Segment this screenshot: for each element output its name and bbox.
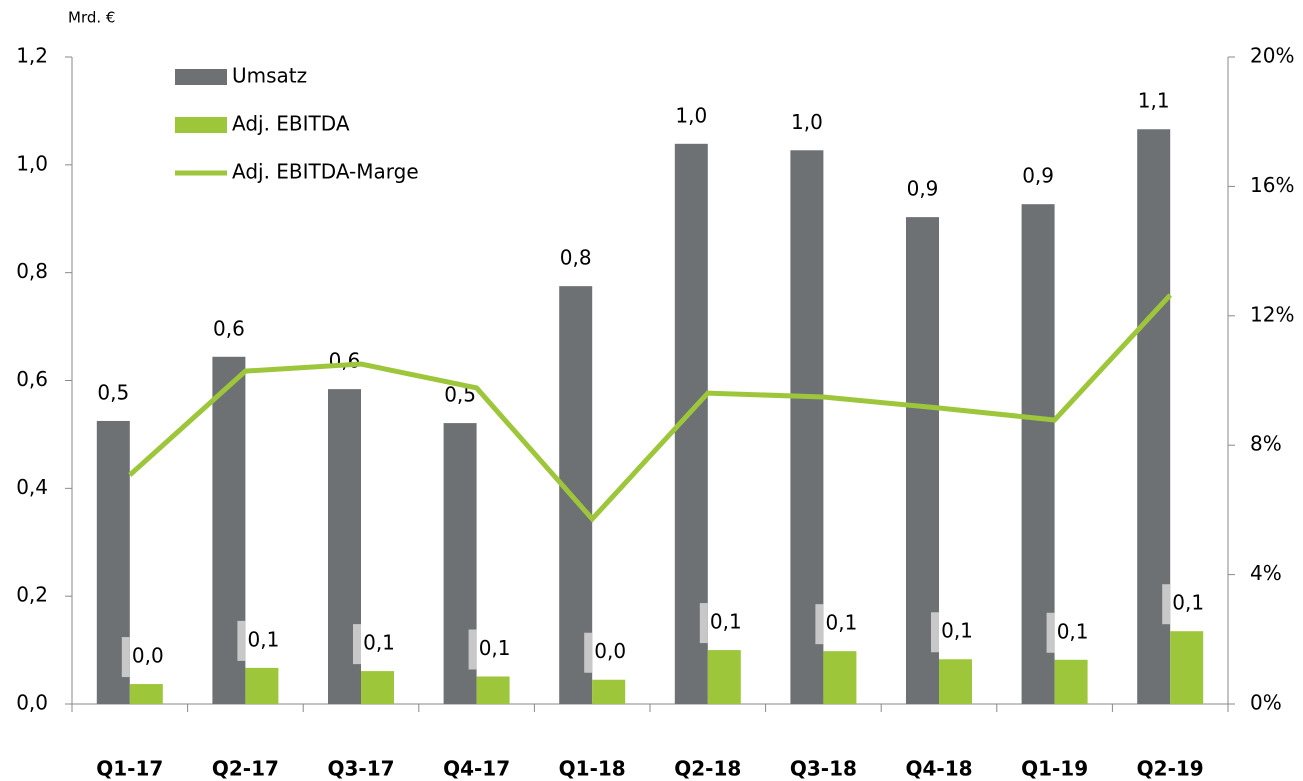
bar — [707, 650, 741, 704]
x-tick-label: Q2-19 — [1137, 757, 1204, 781]
value-label: 1,0 — [791, 110, 823, 134]
value-label: 0,0 — [132, 644, 164, 668]
label-marker — [1046, 612, 1055, 653]
y-tick-label: 0,2 — [16, 583, 48, 607]
legend-swatch — [175, 117, 227, 133]
y-tick-label: 1,2 — [16, 44, 48, 68]
bar — [939, 659, 972, 704]
value-label: 0,5 — [97, 380, 129, 404]
value-label: 0,9 — [907, 177, 939, 201]
value-label: 0,1 — [247, 627, 279, 651]
x-tick-label: Q3-18 — [790, 757, 857, 781]
value-label: 0,1 — [1172, 591, 1204, 615]
x-tick-label: Q1-19 — [1021, 757, 1088, 781]
y2-tick-label: 16% — [1250, 173, 1294, 197]
value-label: 0,1 — [825, 611, 857, 635]
y-tick-label: 0,8 — [16, 259, 48, 283]
label-marker — [584, 632, 593, 673]
y2-tick-label: 20% — [1250, 44, 1294, 68]
x-tick-label: Q4-18 — [905, 757, 972, 781]
y2-tick-label: 0% — [1250, 691, 1282, 715]
bar — [361, 671, 394, 704]
y-tick-label: 0,6 — [16, 367, 48, 391]
bar — [823, 651, 857, 704]
y-tick-label: 1,0 — [16, 151, 48, 175]
label-marker — [815, 604, 824, 645]
label-marker — [237, 620, 246, 661]
y-axis-label: Mrd. € — [68, 9, 115, 27]
label-marker — [353, 624, 361, 665]
x-tick-label: Q3-17 — [327, 757, 394, 781]
value-label: 0,0 — [594, 639, 626, 663]
line — [128, 293, 1173, 523]
value-label: 1,0 — [675, 103, 707, 127]
y-tick-label: 0,4 — [16, 475, 48, 499]
label-marker — [468, 629, 477, 670]
x-tick-label: Q2-17 — [212, 757, 279, 781]
label-marker — [699, 603, 708, 644]
x-tick-label: Q1-18 — [559, 757, 626, 781]
legend-label: Adj. EBITDA — [232, 112, 350, 136]
y2-tick-label: 12% — [1250, 302, 1294, 326]
y2-tick-label: 4% — [1250, 561, 1282, 585]
bar — [476, 676, 510, 704]
x-tick-label: Q1-17 — [96, 757, 163, 781]
value-label: 0,1 — [1057, 619, 1089, 643]
bar — [1054, 659, 1088, 704]
y2-tick-label: 8% — [1250, 432, 1282, 456]
legend-label: Adj. EBITDA-Marge — [232, 160, 419, 184]
value-label: 0,1 — [363, 631, 395, 655]
label-marker — [931, 612, 939, 653]
legend-label: Umsatz — [232, 64, 307, 88]
value-label: 0,1 — [941, 619, 973, 643]
value-label: 0,6 — [213, 316, 245, 340]
bar — [592, 679, 626, 704]
value-label: 1,1 — [1138, 89, 1170, 113]
y-tick-label: 0,0 — [16, 691, 48, 715]
bar — [1170, 631, 1204, 704]
label-marker — [1162, 584, 1171, 625]
value-label: 0,6 — [329, 349, 361, 373]
value-label: 0,9 — [1022, 164, 1054, 188]
bar — [245, 667, 279, 704]
label-marker — [121, 637, 130, 678]
value-label: 0,8 — [560, 246, 592, 270]
x-tick-label: Q2-18 — [674, 757, 741, 781]
bar — [129, 684, 163, 704]
x-tick-label: Q4-17 — [443, 757, 510, 781]
legend-swatch — [175, 69, 227, 85]
value-label: 0,1 — [479, 636, 511, 660]
value-label: 0,1 — [710, 610, 742, 634]
